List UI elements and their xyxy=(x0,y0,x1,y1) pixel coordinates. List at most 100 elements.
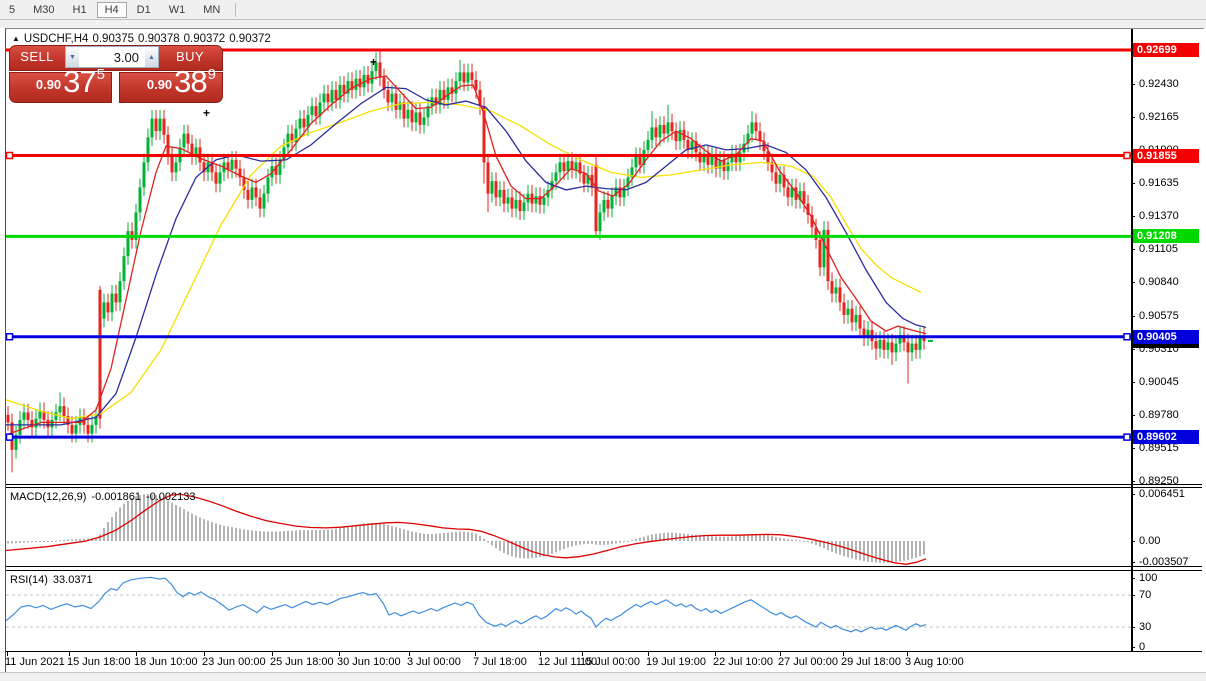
symbol-label: USDCHF,H4 xyxy=(23,33,89,45)
panel-separator xyxy=(6,487,1202,488)
time-tick-label[interactable]: 11 Jun 2021 xyxy=(5,656,65,668)
sell-price-box[interactable]: 0.90375 xyxy=(9,64,112,103)
time-tick xyxy=(409,651,410,656)
time-tick-label[interactable]: 23 Jun 00:00 xyxy=(202,656,266,668)
time-tick xyxy=(907,651,908,656)
sell-price-prefix: 0.90 xyxy=(35,77,62,92)
level-line xyxy=(6,234,1131,238)
price-tick xyxy=(1131,216,1135,218)
timeframe-button-w1[interactable]: W1 xyxy=(168,3,186,16)
time-tick-label[interactable]: 15 Jun 18:00 xyxy=(67,656,131,668)
buy-price-prefix: 0.90 xyxy=(146,77,173,92)
time-tick xyxy=(69,651,70,656)
price-tick xyxy=(1131,414,1135,416)
macd-tick xyxy=(1131,562,1135,563)
candlestick-plot[interactable] xyxy=(6,29,1131,484)
one-click-trading-panel: 0.90375 0.90389 SELL BUY ▼ ▲ xyxy=(9,45,223,103)
time-tick xyxy=(715,651,716,656)
time-tick-label[interactable]: 15 Jul 00:00 xyxy=(580,656,640,668)
level-line xyxy=(6,48,1131,52)
panel-separator xyxy=(6,484,1202,485)
ohlc-low: 0.90372 xyxy=(183,33,226,45)
timeframe-button-5[interactable]: 5 xyxy=(9,3,16,16)
price-tick-label: 0.90575 xyxy=(1139,309,1179,322)
macd-tick xyxy=(1131,494,1135,495)
time-tick-label[interactable]: 3 Jul 00:00 xyxy=(407,656,461,668)
macd-histogram xyxy=(7,494,925,563)
time-tick-label[interactable]: 19 Jul 19:00 xyxy=(646,656,706,668)
rsi-tick-label: 0 xyxy=(1139,641,1146,653)
time-tick-label[interactable]: 30 Jun 10:00 xyxy=(337,656,401,668)
volume-increase-button[interactable]: ▲ xyxy=(145,47,158,67)
rsi-label: RSI(14) 33.0371 xyxy=(10,574,93,586)
price-tick-label: 0.91635 xyxy=(1139,177,1179,189)
price-tick xyxy=(1131,348,1135,350)
status-strip xyxy=(0,672,1206,681)
price-tick-label: 0.91370 xyxy=(1139,210,1179,223)
level-price-badge: 0.91208 xyxy=(1133,229,1199,244)
axis-border xyxy=(1131,29,1133,651)
level-price-badge: 0.91855 xyxy=(1133,148,1199,163)
rsi-panel[interactable] xyxy=(6,571,1131,651)
volume-decrease-button[interactable]: ▼ xyxy=(66,47,79,67)
chart-header: ▲ USDCHF,H4 0.90375 0.90378 0.90372 0.90372 xyxy=(12,33,275,45)
volume-spinner: ▼ ▲ xyxy=(65,46,159,68)
buy-price-sup: 9 xyxy=(207,66,216,83)
time-tick-label[interactable]: 3 Aug 10:00 xyxy=(905,656,964,668)
price-tick xyxy=(1131,282,1135,284)
rsi-tick xyxy=(1131,578,1135,579)
sell-button[interactable]: SELL xyxy=(20,49,54,64)
macd-panel[interactable] xyxy=(6,488,1131,566)
time-tick-label[interactable]: 29 Jul 18:00 xyxy=(841,656,901,668)
chart-object-marker: + xyxy=(370,55,378,69)
buy-price-big: 38 xyxy=(174,64,207,99)
level-price-badge: 0.90405 xyxy=(1133,329,1199,344)
time-tick-label[interactable]: 18 Jun 10:00 xyxy=(134,656,198,668)
time-tick xyxy=(204,651,205,656)
time-tick-label[interactable]: 22 Jul 10:00 xyxy=(713,656,773,668)
sell-price-big: 37 xyxy=(63,64,96,99)
time-tick-label[interactable]: 12 Jul 11:00 xyxy=(538,656,598,668)
collapse-triangle-icon[interactable]: ▲ xyxy=(12,34,20,43)
timeframe-button-h1[interactable]: H1 xyxy=(72,3,87,16)
time-tick xyxy=(136,651,137,656)
macd-label: MACD(12,26,9) -0.001861 -0.002133 xyxy=(10,491,196,503)
level-line xyxy=(6,154,1131,157)
fast-ma-red xyxy=(6,75,927,436)
macd-tick-label: 0.006451 xyxy=(1139,488,1185,500)
price-tick-label: 0.90840 xyxy=(1139,276,1179,289)
timeframe-button-mn[interactable]: MN xyxy=(203,3,221,16)
time-tick-label[interactable]: 7 Jul 18:00 xyxy=(473,656,527,668)
time-tick xyxy=(780,651,781,656)
price-tick xyxy=(1131,249,1135,251)
time-tick xyxy=(475,651,476,656)
toolbar-separator xyxy=(235,2,237,17)
buy-price-box[interactable]: 0.90389 xyxy=(119,64,223,103)
price-tick xyxy=(1131,315,1135,317)
macd-tick xyxy=(1131,541,1135,542)
ohlc-close: 0.90372 xyxy=(229,33,271,45)
timeframe-button-d1[interactable]: D1 xyxy=(136,3,151,16)
level-price-badge: 0.92699 xyxy=(1133,43,1199,57)
price-tick-label: 0.92165 xyxy=(1139,110,1179,123)
timeframe-toolbar: 5 M30 H1 H4 D1 W1 MN xyxy=(0,0,1206,20)
macd-signal-line xyxy=(6,493,927,565)
macd-tick-label: -0.003507 xyxy=(1139,556,1189,568)
time-tick xyxy=(7,651,8,656)
price-tick xyxy=(1131,381,1135,383)
volume-input[interactable] xyxy=(79,47,145,67)
time-tick-label[interactable]: 25 Jun 18:00 xyxy=(270,656,334,668)
rsi-tick-label: 70 xyxy=(1139,589,1152,601)
timeframe-button-h4[interactable]: H4 xyxy=(96,1,127,18)
price-tick-label: 0.92430 xyxy=(1139,77,1179,90)
buy-button[interactable]: BUY xyxy=(176,49,204,64)
level-line xyxy=(6,435,1131,439)
chart-window[interactable]: ▲ USDCHF,H4 0.90375 0.90378 0.90372 0.90372 0… xyxy=(5,28,1204,674)
price-tick xyxy=(1131,116,1135,118)
time-tick-label[interactable]: 27 Jul 00:00 xyxy=(778,656,838,668)
price-tick xyxy=(1131,448,1135,449)
time-tick xyxy=(339,651,340,656)
slow-ma-yellow xyxy=(6,101,922,420)
timeframe-button-m30[interactable]: M30 xyxy=(33,3,55,16)
medium-ma-navy xyxy=(6,86,927,426)
